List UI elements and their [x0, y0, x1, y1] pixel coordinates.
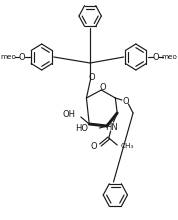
Text: CH₃: CH₃ [121, 143, 134, 149]
Text: meo: meo [161, 54, 177, 60]
Text: OH: OH [62, 110, 75, 119]
Text: meo: meo [0, 54, 16, 60]
Text: O: O [100, 82, 106, 92]
Text: O: O [122, 97, 129, 106]
Text: HN: HN [105, 123, 118, 132]
Text: O: O [152, 53, 159, 62]
Text: O: O [19, 53, 25, 62]
Text: HO: HO [75, 123, 88, 132]
Text: O: O [90, 141, 97, 150]
Text: O: O [89, 73, 95, 81]
